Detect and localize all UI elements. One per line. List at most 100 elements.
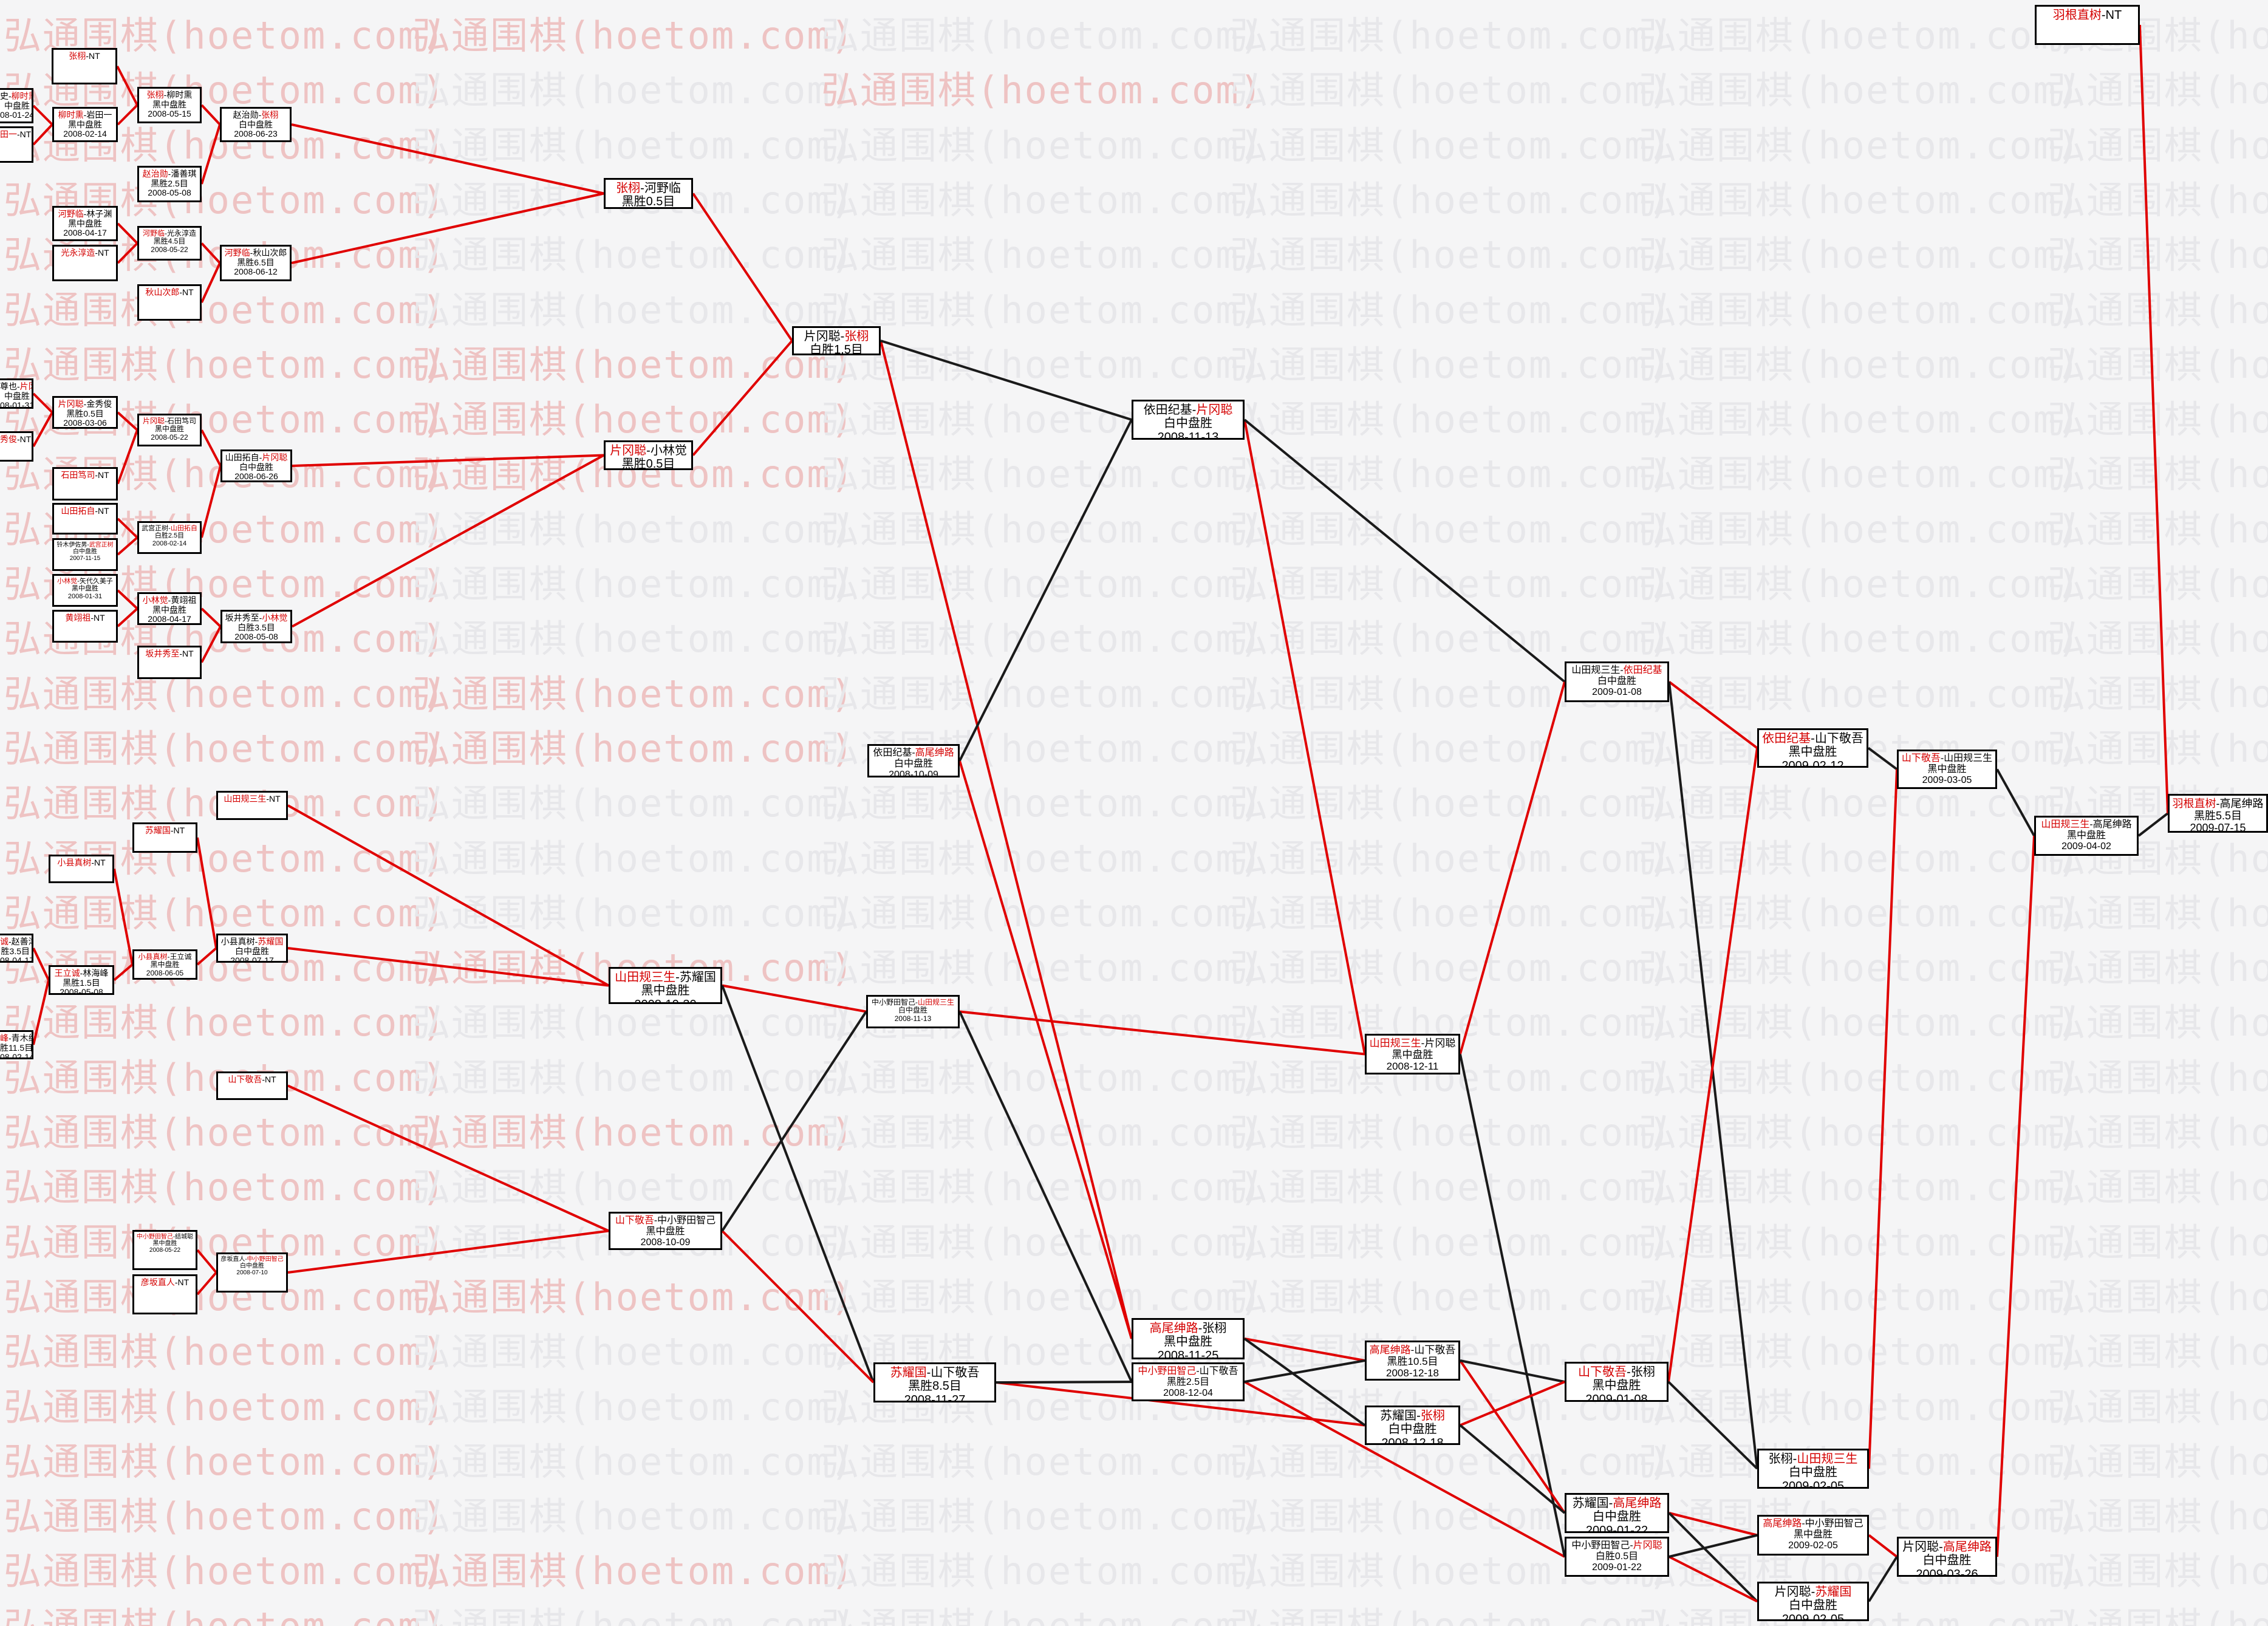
match-date: 2009-03-05 bbox=[1922, 774, 1972, 785]
player-2: 张栩 bbox=[261, 110, 279, 120]
winner-path-line bbox=[287, 804, 609, 987]
match-box[interactable]: 小林觉-黄翊祖 黑中盘胜 2008-04-17 bbox=[137, 592, 202, 625]
match-players: 尊也-片冈聪 bbox=[0, 381, 32, 392]
match-box[interactable]: 山田规三生-高尾绅路 黑中盘胜 2009-04-02 bbox=[2034, 816, 2139, 856]
match-box[interactable]: 山下敬吾-张栩 黑中盘胜 2009-01-08 bbox=[1565, 1362, 1669, 1402]
match-box[interactable]: 片冈聪-苏耀国 白中盘胜 2009-02-05 bbox=[1757, 1582, 1869, 1621]
site-watermark: 弘通围棋(hoetom.com) bbox=[1230, 1439, 1672, 1484]
match-box[interactable]: 武宫正树-山田拓自 白胜2.5目 2008-02-14 bbox=[137, 521, 202, 554]
match-box[interactable]: 苏耀国-NT bbox=[132, 822, 197, 853]
match-box[interactable]: 依田纪基-山下敬吾 黑中盘胜 2009-02-12 bbox=[1757, 728, 1868, 768]
match-box[interactable]: 羽根直树-NT bbox=[2035, 5, 2140, 45]
match-box[interactable]: 史-柳时熏中盘胜08-01-24 bbox=[0, 88, 33, 123]
match-box[interactable]: 中小野田智己-山下敬吾 黑胜2.5目 2008-12-04 bbox=[1132, 1362, 1245, 1401]
site-watermark: 弘通围棋(hoetom.com) bbox=[2048, 946, 2268, 991]
match-players: 柳时熏-岩田一 bbox=[58, 110, 112, 120]
site-watermark: 弘通围棋(hoetom.com) bbox=[412, 671, 855, 716]
match-box[interactable]: 片冈聪-金秀俊 黑胜0.5目 2008-03-06 bbox=[52, 396, 118, 429]
site-watermark: 弘通围棋(hoetom.com) bbox=[1230, 233, 1672, 278]
winner-path-line bbox=[117, 222, 138, 244]
match-date: 2009-01-22 bbox=[1592, 1562, 1642, 1573]
match-result: 白胜2.5目 bbox=[154, 532, 185, 540]
match-box[interactable]: 高尾绅路-中小野田智己 黑中盘胜 2009-02-05 bbox=[1757, 1515, 1869, 1556]
site-watermark: 弘通围棋(hoetom.com) bbox=[4, 890, 446, 935]
match-box[interactable]: 山田规三生-NT bbox=[216, 791, 288, 820]
match-box[interactable]: 苏耀国-山下敬吾 黑胜8.5目 2008-11-27 bbox=[873, 1362, 996, 1402]
match-box[interactable]: 尊也-片冈聪中盘胜08-01-31 bbox=[0, 378, 33, 409]
match-box[interactable]: 彦坂直人-NT bbox=[132, 1274, 197, 1314]
match-box[interactable]: 苏耀国-高尾绅路 白中盘胜 2009-01-22 bbox=[1565, 1493, 1669, 1533]
site-watermark: 弘通围棋(hoetom.com) bbox=[4, 1165, 446, 1210]
player-2: NT bbox=[182, 287, 194, 297]
match-box[interactable]: 赵治勋-潘善琪 黑胜2.5目 2008-05-08 bbox=[137, 166, 202, 202]
match-box[interactable]: 小县真树-NT bbox=[49, 855, 114, 883]
match-box[interactable]: 中小野田智己-结城聪 黑中盘胜 2008-05-22 bbox=[132, 1230, 197, 1270]
match-box[interactable]: 山田拓自-NT bbox=[52, 503, 118, 535]
match-box[interactable]: 坂井秀至-小林觉 白胜3.5目 2008-05-08 bbox=[220, 610, 292, 643]
winner-path-line bbox=[32, 948, 50, 981]
match-box[interactable]: 依田纪基-高尾绅路 白中盘胜 2008-10-09 bbox=[867, 744, 960, 777]
match-box[interactable]: 张栩-柳时熏 黑中盘胜 2008-05-15 bbox=[137, 87, 202, 123]
match-players: 山下敬吾-NT bbox=[228, 1074, 276, 1084]
match-box[interactable]: 铃木伊佐男-武宫正树 白中盘胜 2007-11-15 bbox=[52, 538, 118, 571]
match-players: 片冈聪-小林觉 bbox=[610, 444, 687, 457]
match-box[interactable]: 赵治勋-张栩 白中盘胜 2008-06-23 bbox=[220, 107, 292, 142]
match-box[interactable]: 中小野田智己-山田规三生 白中盘胜 2008-11-13 bbox=[866, 995, 960, 1028]
match-box[interactable]: 山下敬吾-NT bbox=[216, 1071, 288, 1100]
match-box[interactable]: 山田规三生-苏耀国黑中盘胜2008-10-30 bbox=[609, 967, 722, 1004]
match-box[interactable]: 秋山次郎-NT bbox=[137, 284, 202, 321]
match-box[interactable]: 田一-NT bbox=[0, 126, 33, 163]
site-watermark: 弘通围棋(hoetom.com) bbox=[821, 1607, 1263, 1626]
player-1: 山田规三生 bbox=[2041, 819, 2090, 830]
match-date: 2009-01-08 bbox=[1585, 1392, 1648, 1402]
match-box[interactable]: 柳时熏-岩田一 黑中盘胜 2008-02-14 bbox=[52, 107, 118, 142]
match-box[interactable]: 山田拓自-片冈聪 白中盘胜 2008-06-26 bbox=[220, 449, 292, 482]
match-date: 2009-01-22 bbox=[1585, 1523, 1648, 1533]
match-box[interactable]: 坂井秀至-NT bbox=[137, 646, 202, 679]
match-box[interactable]: 秀俊-NT bbox=[0, 431, 33, 462]
site-watermark: 弘通围棋(hoetom.com) bbox=[1230, 1607, 1672, 1626]
match-box[interactable]: 小县真树-苏耀国 白中盘胜 2008-07-17 bbox=[216, 934, 288, 963]
site-watermark: 弘通围棋(hoetom.com) bbox=[821, 671, 1263, 716]
match-box[interactable]: 山下敬吾-中小野田智己 黑中盘胜 2008-10-09 bbox=[609, 1212, 722, 1250]
match-box[interactable]: 山田规三生-依田纪基 白中盘胜 2009-01-08 bbox=[1565, 661, 1669, 702]
player-1: 坂井秀至 bbox=[145, 649, 180, 658]
match-box[interactable]: 高尾绅路-山下敬吾 黑胜10.5目 2008-12-18 bbox=[1365, 1341, 1460, 1381]
match-box[interactable]: 石田笃司-NT bbox=[52, 467, 118, 500]
match-box[interactable]: 山下敬吾-山田规三生 黑中盘胜 2009-03-05 bbox=[1897, 750, 1997, 789]
match-box[interactable]: 羽根直树-高尾绅路 黑胜5.5目 2009-07-15 bbox=[2168, 794, 2268, 833]
match-box[interactable]: 黄翊祖-NT bbox=[52, 610, 118, 643]
site-watermark: 弘通围棋(hoetom.com) bbox=[412, 726, 855, 771]
match-box[interactable]: 王立诚-林海峰 黑胜1.5目 2008-05-08 bbox=[49, 965, 114, 995]
match-box[interactable]: 高尾绅路-张栩 黑中盘胜 2008-11-25 bbox=[1132, 1318, 1245, 1359]
winner-path-line bbox=[287, 1229, 609, 1274]
player-path-line bbox=[721, 1011, 867, 1232]
site-watermark: 弘通围棋(hoetom.com) bbox=[4, 1000, 446, 1045]
match-box[interactable]: 苏耀国-张栩 白中盘胜 2008-12-18 bbox=[1365, 1406, 1460, 1445]
winner-path-line bbox=[117, 536, 138, 556]
match-box[interactable]: 彦坂直人-中小野田智己 白中盘胜 2008-07-10 bbox=[216, 1252, 288, 1293]
match-box[interactable]: 张栩-山田规三生 白中盘胜 2009-02-05 bbox=[1757, 1449, 1869, 1489]
match-box[interactable]: 中小野田智己-片冈聪 白胜0.5目 2009-01-22 bbox=[1565, 1537, 1669, 1577]
match-box[interactable]: 河野临-光永淳造 黑胜4.5目 2008-05-22 bbox=[137, 226, 202, 261]
match-box[interactable]: 张栩-NT bbox=[52, 48, 117, 84]
winner-path-line bbox=[117, 242, 138, 264]
site-watermark: 弘通围棋(hoetom.com) bbox=[4, 342, 446, 387]
match-box[interactable]: 河野临-秋山次郎 黑胜6.5目 2008-06-12 bbox=[220, 245, 292, 281]
match-box[interactable]: 小县真树-王立诚 黑中盘胜 2008-06-05 bbox=[132, 949, 197, 980]
match-box[interactable]: 片冈聪-高尾绅路 白中盘胜 2009-03-26 bbox=[1897, 1537, 1997, 1577]
player-1: 中小野田智己 bbox=[1138, 1366, 1197, 1376]
match-box[interactable]: 依田纪基-片冈聪 白中盘胜 2008-11-13 bbox=[1132, 400, 1245, 440]
match-box[interactable]: 河野临-林子渊 黑中盘胜 2008-04-17 bbox=[52, 206, 118, 241]
match-box[interactable]: 山田规三生-片冈聪 黑中盘胜 2008-12-11 bbox=[1365, 1034, 1460, 1074]
match-box[interactable]: 光永淳造-NT bbox=[52, 245, 118, 281]
winner-path-line bbox=[880, 340, 1133, 1339]
match-box[interactable]: 小林觉-矢代久美子 黑中盘胜 2008-01-31 bbox=[52, 574, 118, 607]
match-box[interactable]: 片冈聪-石田笃司 黑中盘胜 2008-05-22 bbox=[137, 414, 202, 446]
